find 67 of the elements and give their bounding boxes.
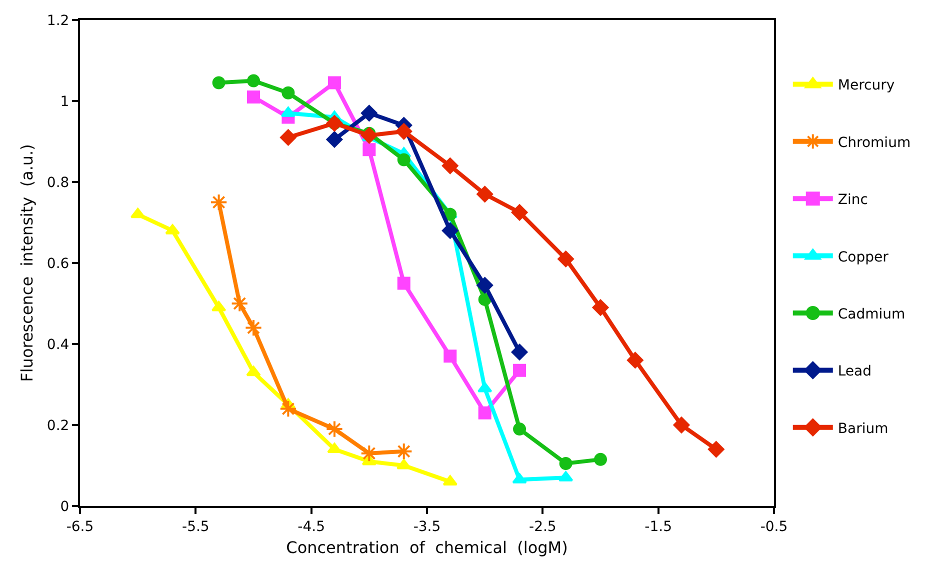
point [327, 442, 342, 454]
x-tick-label: -3.5 [413, 518, 441, 535]
point [442, 475, 458, 486]
point [326, 131, 343, 148]
point [444, 208, 457, 221]
x-axis-title: Concentration of chemical (logM) [286, 538, 568, 557]
point [328, 76, 341, 90]
point [396, 459, 412, 470]
point [282, 86, 295, 100]
point [478, 292, 492, 306]
point [513, 422, 526, 436]
point [673, 416, 690, 434]
point [230, 294, 248, 312]
legend-label: Mercury [838, 78, 895, 94]
y-tick-label: 0 [60, 498, 70, 515]
x-tick-label: -2.5 [529, 518, 556, 535]
y-tick-label: 1 [60, 94, 70, 110]
point [326, 420, 344, 438]
point [130, 208, 146, 218]
point [247, 90, 260, 104]
point [210, 193, 228, 212]
point [627, 352, 644, 368]
point [362, 143, 376, 156]
x-tick-label: -0.5 [760, 518, 788, 535]
point [442, 222, 458, 239]
point [397, 153, 410, 166]
point [512, 473, 527, 484]
point [165, 224, 180, 234]
point [559, 456, 572, 470]
legend-label: Chromium [838, 134, 911, 151]
y-axis-title: Fluorescence intensity (a.u.) [17, 144, 36, 382]
legend-label: Zinc [838, 192, 868, 208]
point [511, 344, 528, 360]
point [511, 204, 528, 221]
point [476, 186, 493, 202]
x-tick-label: -6.5 [66, 518, 94, 535]
legend-label: Cadmium [838, 306, 906, 322]
x-tick-label: -1.5 [644, 518, 672, 535]
y-tick-label: 1.2 [46, 12, 70, 29]
point [396, 123, 412, 140]
y-tick-label: 0.8 [46, 174, 70, 191]
x-tick-label: -5.5 [182, 518, 210, 535]
point [558, 250, 574, 268]
point [592, 299, 609, 316]
point [361, 127, 378, 144]
legend-label: Lead [838, 364, 872, 380]
point [478, 406, 492, 420]
point [279, 400, 297, 418]
x-tick-label: -4.5 [298, 518, 325, 535]
point [212, 76, 226, 90]
point [244, 319, 262, 337]
y-tick-label: 0.2 [46, 418, 70, 434]
legend-label: Barium [838, 420, 888, 437]
point [397, 276, 410, 290]
legend-label: Copper [838, 249, 889, 266]
point [247, 74, 260, 88]
point [246, 366, 261, 376]
point [708, 441, 724, 458]
point [594, 452, 607, 466]
point [476, 277, 493, 294]
point [280, 129, 296, 146]
point [444, 350, 457, 363]
y-tick-label: 0.4 [46, 336, 70, 353]
point [513, 364, 526, 377]
y-tick-label: 0.6 [46, 256, 70, 272]
point [361, 105, 378, 122]
point [442, 158, 458, 174]
